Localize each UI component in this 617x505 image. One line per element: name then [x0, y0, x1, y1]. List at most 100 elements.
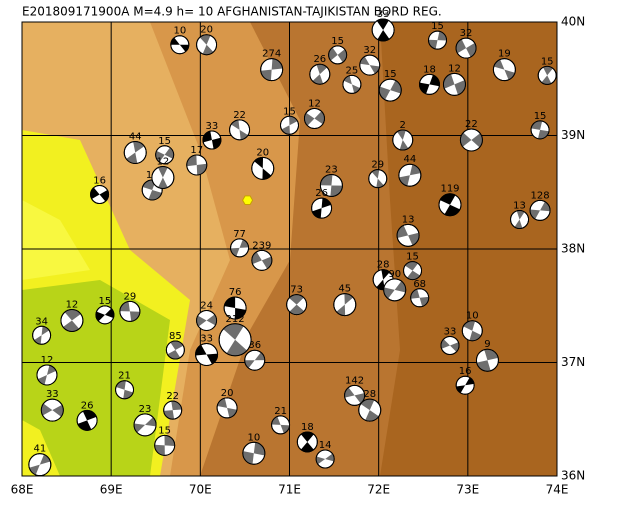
beachball-quadrant	[95, 308, 114, 322]
beachball-quadrant	[244, 352, 265, 369]
beachball-rim	[202, 130, 222, 150]
depth-label: 90	[388, 269, 401, 280]
depth-label: 22	[166, 391, 179, 402]
depth-label: 85	[169, 331, 182, 342]
depth-label: 14	[319, 440, 332, 451]
focal-mechanism	[133, 413, 157, 437]
beachball-rim	[403, 261, 423, 281]
beachball-rim	[459, 128, 483, 152]
beachball-quadrant	[343, 75, 361, 94]
focal-mechanism	[123, 141, 147, 165]
beachball-rim	[196, 34, 218, 56]
beachball-rim	[438, 193, 462, 217]
focal-mechanism	[223, 296, 247, 320]
focal-mechanism	[76, 409, 98, 431]
focal-mechanism	[398, 163, 422, 187]
focal-mechanism	[202, 130, 222, 150]
beachball-rim	[218, 323, 252, 357]
beachball-quadrant	[463, 320, 482, 341]
beachball-rim	[119, 300, 141, 322]
depth-label: 20	[200, 25, 213, 36]
focal-mechanism	[358, 398, 382, 422]
beachball-quadrant	[230, 239, 249, 257]
depth-label: 239	[252, 240, 271, 251]
beachball-quadrant	[41, 403, 64, 417]
beachball-quadrant	[37, 365, 57, 385]
beachball-quadrant	[163, 401, 182, 420]
depth-label: 18	[301, 422, 314, 433]
beachball-rim	[95, 305, 115, 325]
beachball-rim	[383, 278, 407, 302]
depth-label: 16	[93, 176, 106, 187]
lat-tick-label: 39N	[561, 128, 585, 142]
beachball-quadrant	[360, 399, 379, 422]
beachball-quadrant	[320, 174, 343, 197]
focal-mechanism	[154, 434, 176, 456]
focal-mechanism	[230, 238, 250, 258]
focal-mechanism	[475, 348, 499, 372]
depth-label: 25	[346, 65, 359, 76]
beachball-rim	[154, 434, 176, 456]
beachball-rim	[455, 37, 477, 59]
beachball-rim	[309, 63, 331, 85]
beachball-quadrant	[242, 442, 265, 465]
focal-mechanism	[333, 293, 357, 317]
focal-mechanism	[280, 115, 299, 135]
beachball-rim	[155, 145, 175, 165]
focal-mechanism	[60, 309, 84, 333]
depth-label: 33	[206, 121, 219, 132]
beachball-rim	[475, 348, 499, 372]
beachball-quadrant	[405, 261, 421, 280]
focal-mechanism	[119, 300, 141, 322]
beachball-quadrant	[397, 130, 409, 151]
beachball-rim	[530, 120, 550, 140]
epicenter-marker	[242, 195, 254, 206]
beachball-quadrant	[29, 454, 51, 475]
beachball-quadrant	[441, 339, 459, 352]
focal-mechanism	[383, 278, 407, 302]
focal-mechanism	[418, 73, 440, 95]
beachball-rim	[32, 325, 52, 345]
beachball-rim	[271, 415, 291, 435]
focal-mechanism	[455, 37, 477, 59]
beachball-rim	[286, 294, 308, 316]
beachball-quadrant	[419, 75, 440, 94]
depth-label: 29	[124, 291, 137, 302]
beachball-rim	[260, 58, 284, 82]
beachball-quadrant	[199, 34, 214, 55]
depth-label: 15	[534, 111, 547, 122]
focal-mechanism	[328, 45, 348, 65]
lon-tick-label: 73E	[456, 483, 479, 497]
depth-label: 32	[460, 28, 473, 39]
lon-tick-label: 69E	[100, 483, 123, 497]
beachball-rim	[196, 310, 218, 332]
beachball-rim	[510, 209, 530, 229]
beachball-rim	[410, 288, 430, 308]
beachball-quadrant	[254, 157, 272, 180]
focal-mechanism	[196, 310, 218, 332]
focal-mechanism	[186, 154, 208, 176]
beachball-quadrant	[493, 59, 515, 80]
beachball-quadrant	[223, 323, 247, 356]
beachball-rim	[251, 156, 275, 180]
focal-mechanism	[229, 119, 251, 141]
focal-mechanism	[218, 323, 252, 357]
depth-label: 18	[423, 64, 436, 75]
beachball-quadrant	[115, 380, 134, 399]
depth-label: 19	[498, 49, 511, 60]
beachball-rim	[28, 453, 52, 477]
beachball-quadrant	[514, 210, 525, 229]
focal-mechanism	[271, 415, 291, 435]
beachball-rim	[428, 30, 448, 50]
lon-tick-label: 71E	[278, 483, 301, 497]
beachball-quadrant	[63, 309, 81, 332]
beachball-rim	[319, 173, 343, 197]
focal-mechanism	[303, 107, 325, 129]
beachball-quadrant	[119, 301, 140, 322]
beachball-rim	[537, 65, 557, 85]
beachball-rim	[123, 141, 147, 165]
beachball-quadrant	[251, 251, 272, 269]
focal-mechanism	[455, 375, 475, 395]
beachball-quadrant	[328, 47, 347, 63]
beachball-rim	[328, 45, 348, 65]
